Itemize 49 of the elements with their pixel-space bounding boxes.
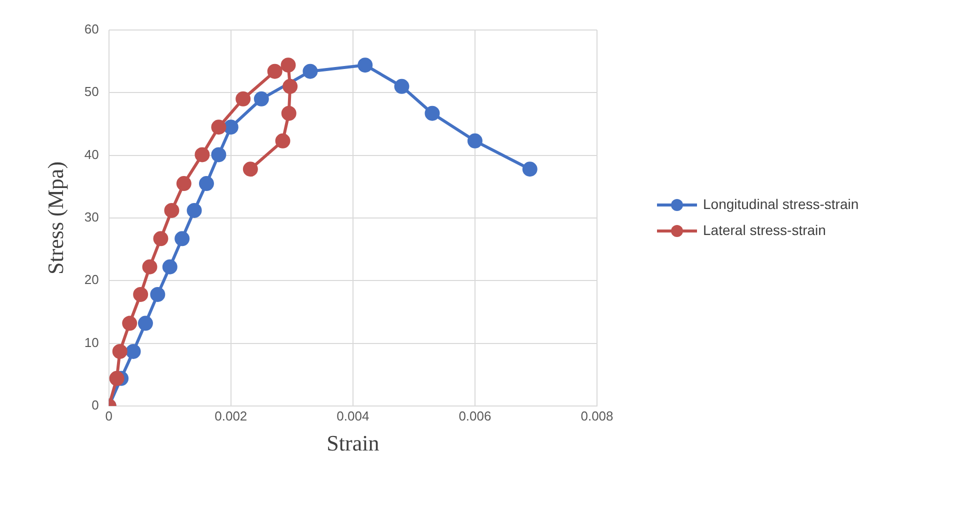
point [174,231,190,246]
point [394,78,410,94]
x-tick-label: 0.002 [214,408,248,424]
point [122,316,138,331]
point [236,91,251,106]
point [142,259,158,274]
point [522,162,538,177]
y-axis-title: Stress (Mpa) [42,161,68,275]
point [126,344,141,359]
x-tick-label: 0.008 [580,408,614,424]
y-tick-label: 60 [84,22,99,37]
point [254,91,269,106]
x-tick-label: 0.004 [336,408,370,424]
point [138,316,153,331]
point [467,133,482,148]
y-tick-label: 50 [84,84,99,100]
point [242,162,258,177]
point [358,58,373,73]
point [176,176,192,192]
point [109,370,124,386]
point [162,259,178,274]
point [153,231,168,246]
y-tick-label: 30 [84,210,99,225]
y-tick-label: 20 [84,272,99,288]
point [112,344,128,359]
legend-label: Longitudinal stress-strain [703,196,859,212]
legend-label: Lateral stress-strain [703,222,826,238]
point [164,202,180,218]
x-tick-label: 0.006 [458,408,492,424]
x-tick-label: 0 [105,408,112,424]
point [424,106,440,121]
point [186,202,202,218]
point [194,147,210,162]
y-tick-label: 40 [84,146,99,162]
point [198,176,214,192]
point [302,64,318,79]
point [267,64,282,79]
point [282,78,298,94]
point [223,120,238,135]
y-tick-label: 10 [84,334,99,350]
point [280,58,296,73]
point [281,106,296,121]
point [211,147,226,162]
point [275,133,290,148]
y-tick-label: 0 [92,398,99,413]
point [133,286,148,302]
point [211,120,226,135]
x-axis-title: Strain [326,430,380,456]
point [150,286,166,302]
